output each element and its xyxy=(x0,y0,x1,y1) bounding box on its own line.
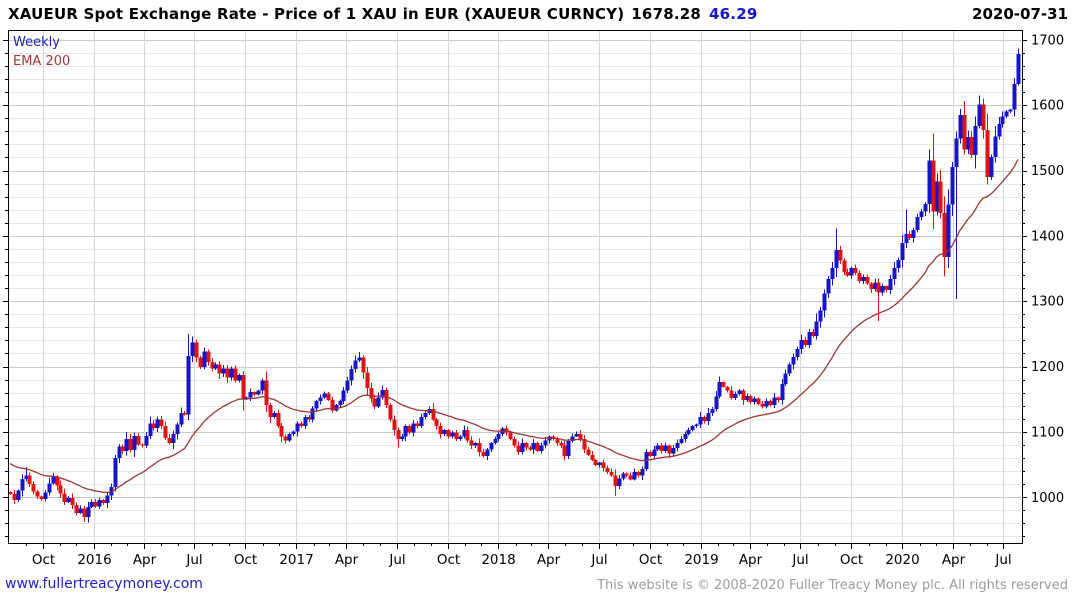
chart-title: XAUEUR Spot Exchange Rate - Price of 1 X… xyxy=(8,5,757,23)
x-tick-label: Jul xyxy=(590,552,607,568)
legend-ema-200: EMA 200 xyxy=(13,54,71,69)
copyright-text: This website is © 2008-2020 Fuller Treac… xyxy=(597,578,1068,593)
price-change: 46.29 xyxy=(709,5,758,23)
x-tick-label: Jul xyxy=(388,552,405,568)
price-chart: 1000 1100 1200 1300 1400 1500 1600 1700 Oct 2016 A… xyxy=(3,30,1065,568)
x-tick-label: Apr xyxy=(335,552,359,568)
y-tick-label: 1500 xyxy=(1031,164,1064,179)
x-tick-label: Oct xyxy=(840,552,863,568)
x-tick-label: 2020 xyxy=(885,552,919,568)
x-tick-label: Apr xyxy=(133,552,157,568)
website-link[interactable]: www.fullertreacymoney.com xyxy=(5,576,203,592)
y-tick-label: 1200 xyxy=(1031,360,1064,375)
plot-border xyxy=(8,30,1023,544)
chart-date: 2020-07-31 xyxy=(972,5,1068,23)
x-tick-label: Jul xyxy=(185,552,202,568)
y-tick-label: 1600 xyxy=(1031,99,1064,114)
x-tick-label: Apr xyxy=(942,552,966,568)
x-tick-label: 2017 xyxy=(279,552,313,568)
gridlines xyxy=(8,30,1022,543)
x-tick-label: Jul xyxy=(791,552,808,568)
x-tick-label: Oct xyxy=(234,552,257,568)
x-tick-label: Apr xyxy=(739,552,763,568)
legend-weekly: Weekly xyxy=(13,35,60,50)
legend: Weekly EMA 200 xyxy=(13,33,70,71)
x-axis: Oct 2016 Apr Jul Oct 2017 Apr Jul Oct 2018 Apr Jul O… xyxy=(26,543,1012,568)
last-price: 1678.28 xyxy=(631,5,702,23)
y-tick-label: 1400 xyxy=(1031,229,1064,244)
candlestick-series xyxy=(8,48,1021,523)
y-tick-label: 1700 xyxy=(1031,33,1064,48)
y-tick-label: 1000 xyxy=(1031,491,1064,506)
x-tick-label: 2019 xyxy=(684,552,718,568)
ema-line xyxy=(9,159,1019,494)
x-tick-label: Oct xyxy=(639,552,662,568)
x-tick-label: Jul xyxy=(994,552,1011,568)
y-axis: 1000 1100 1200 1300 1400 1500 1600 1700 xyxy=(3,33,1064,537)
x-tick-label: 2018 xyxy=(481,552,515,568)
x-tick-label: 2016 xyxy=(77,552,111,568)
title-text: XAUEUR Spot Exchange Rate - Price of 1 X… xyxy=(8,5,625,23)
x-tick-label: Oct xyxy=(32,552,55,568)
x-tick-label: Apr xyxy=(537,552,561,568)
x-tick-label: Oct xyxy=(437,552,460,568)
y-tick-label: 1100 xyxy=(1031,425,1064,440)
y-tick-label: 1300 xyxy=(1031,295,1064,310)
